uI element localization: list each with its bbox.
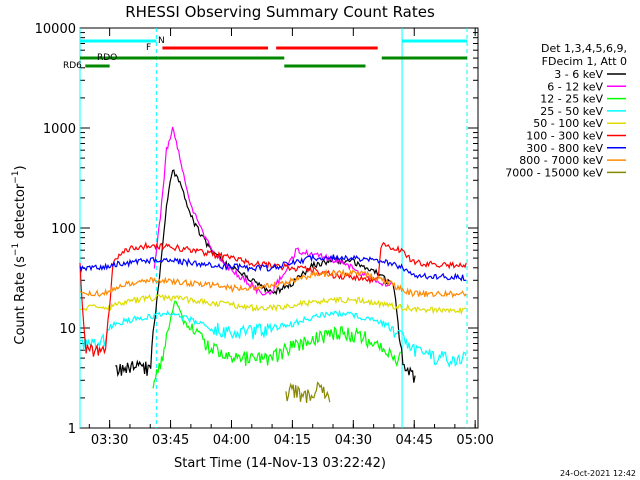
x-tick-label-4: 04:30: [335, 433, 372, 448]
svg-text:Count Rate (s−1 detector−1): Count Rate (s−1 detector−1): [11, 165, 28, 344]
legend-label-5: 100 - 300 keV: [526, 130, 603, 143]
series-group-3: [79, 309, 467, 369]
legend-label-3: 25 - 50 keV: [540, 105, 603, 118]
flag-n-label: N: [158, 36, 165, 46]
series-group-6: [79, 253, 467, 282]
flag-rdo-label: RDO: [97, 53, 117, 63]
y-tick-label-0: 1: [68, 422, 76, 437]
series-group-5: [79, 241, 467, 357]
series-line-5: [79, 241, 467, 357]
series-group-2: [152, 300, 401, 389]
legend-label-1: 6 - 12 keV: [547, 80, 603, 93]
x-tick-label-0: 03:30: [91, 433, 128, 448]
series-group-1: [153, 126, 394, 296]
generation-timestamp: 24-Oct-2021 12:42: [560, 469, 636, 478]
series-line-3: [79, 309, 467, 369]
series-line-2: [152, 300, 401, 389]
x-tick-label-3: 04:15: [274, 433, 311, 448]
legend-header-detectors: Det 1,3,4,5,6,9,: [541, 42, 627, 55]
y-axis-label: Count Rate (s−1 detector−1): [11, 165, 28, 344]
series-line-7: [79, 268, 467, 299]
y-tick-label-1: 10: [59, 322, 76, 337]
flag-rd6-label: RD6: [63, 61, 82, 71]
series-line-4: [79, 293, 467, 316]
legend-label-2: 12 - 25 keV: [540, 93, 603, 106]
legend-label-7: 800 - 7000 keV: [519, 154, 603, 167]
series-group-7: [79, 268, 467, 299]
series-line-1: [153, 126, 394, 296]
x-tick-label-1: 03:45: [152, 433, 189, 448]
series-group-4: [79, 293, 467, 316]
y-tick-label-2: 100: [51, 222, 76, 237]
y-tick-label-4: 10000: [35, 22, 76, 37]
series-line-6: [79, 253, 467, 282]
y-axis-label-mid: detector: [13, 183, 28, 243]
y-axis-label-end: ): [13, 165, 28, 170]
legend-label-8: 7000 - 15000 keV: [505, 166, 603, 179]
x-tick-label-5: 04:45: [396, 433, 433, 448]
y-axis-label-sup-2: −1: [11, 170, 21, 183]
series-line-0: [115, 169, 416, 383]
x-tick-label-2: 04:00: [213, 433, 250, 448]
x-tick-label-6: 05:00: [456, 433, 493, 448]
flag-f-label: F: [146, 43, 151, 53]
series-group-8: [285, 381, 331, 404]
x-axis-label: Start Time (14-Nov-13 03:22:42): [174, 456, 386, 471]
legend-label-0: 3 - 6 keV: [554, 68, 603, 81]
chart-title: RHESSI Observing Summary Count Rates: [125, 3, 435, 21]
legend-label-4: 50 - 100 keV: [533, 117, 603, 130]
y-axis-label-sup-1: −1: [11, 243, 21, 256]
y-axis-label-main: Count Rate (s: [13, 256, 28, 345]
legend-header-decimation: FDecim 1, Att 0: [542, 55, 627, 68]
series-group-0: [115, 169, 416, 383]
legend-label-6: 300 - 800 keV: [526, 142, 603, 155]
plot-frame: [79, 27, 479, 429]
y-tick-label-3: 1000: [43, 122, 76, 137]
series-line-8: [285, 381, 331, 404]
